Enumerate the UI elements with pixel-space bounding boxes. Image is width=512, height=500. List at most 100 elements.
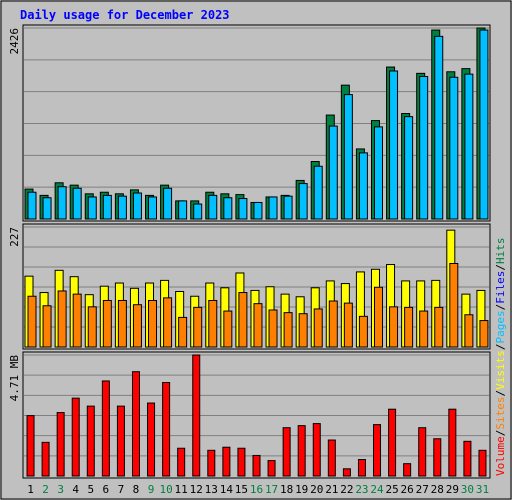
bar-files-4 xyxy=(72,187,82,220)
bar-files-5 xyxy=(87,196,97,220)
bar-files-25 xyxy=(389,70,399,220)
x-tick-label: 15 xyxy=(235,483,248,496)
bar-files-9 xyxy=(148,196,158,220)
bar-files-12 xyxy=(193,203,203,220)
bar-volume-2 xyxy=(41,441,50,477)
chart-title: Daily usage for December 2023 xyxy=(20,8,230,22)
legend-entry: Hits xyxy=(494,238,507,265)
bar-volume-5 xyxy=(86,405,95,477)
y-max-label: 4.71 MB xyxy=(8,355,21,402)
bar-visits-2 xyxy=(42,305,52,348)
bar-visits-18 xyxy=(283,312,293,348)
bar-files-17 xyxy=(268,196,278,220)
bar-visits-21 xyxy=(328,300,338,348)
bar-visits-5 xyxy=(87,306,97,348)
x-tick-label: 24 xyxy=(370,483,384,496)
bar-volume-18 xyxy=(282,427,291,477)
x-tick-label: 23 xyxy=(355,483,368,496)
bar-visits-14 xyxy=(223,310,233,348)
bar-visits-3 xyxy=(57,290,67,348)
x-tick-label: 2 xyxy=(42,483,49,496)
bar-files-10 xyxy=(163,187,173,220)
x-tick-label: 3 xyxy=(57,483,64,496)
bar-visits-23 xyxy=(358,315,368,348)
bar-files-24 xyxy=(373,126,383,220)
bar-files-8 xyxy=(132,192,142,220)
bar-visits-16 xyxy=(253,303,263,348)
bar-visits-31 xyxy=(479,320,489,348)
bar-files-23 xyxy=(358,152,368,220)
bar-files-18 xyxy=(283,195,293,220)
bar-volume-10 xyxy=(162,381,171,477)
bar-files-31 xyxy=(479,29,489,220)
x-tick-label: 31 xyxy=(476,483,489,496)
legend-entry: Files xyxy=(494,271,507,304)
y-max-label: 2426 xyxy=(8,28,21,55)
bar-volume-4 xyxy=(71,397,80,477)
bar-volume-23 xyxy=(357,459,366,477)
legend-entry: Visits xyxy=(494,350,507,390)
x-tick-label: 17 xyxy=(265,483,278,496)
bar-visits-29 xyxy=(449,262,459,348)
bar-files-27 xyxy=(419,75,429,220)
bar-visits-10 xyxy=(163,297,173,348)
legend-entry: Pages xyxy=(494,310,507,343)
series-visits xyxy=(27,262,489,348)
bar-volume-22 xyxy=(342,468,351,477)
bar-volume-20 xyxy=(312,423,321,477)
bar-volume-25 xyxy=(388,408,397,477)
bar-files-1 xyxy=(27,191,37,220)
bar-volume-7 xyxy=(116,405,125,477)
bar-files-3 xyxy=(57,186,67,220)
bar-volume-3 xyxy=(56,412,65,477)
bar-volume-14 xyxy=(222,446,231,477)
bar-files-16 xyxy=(253,201,263,220)
bar-files-22 xyxy=(343,94,353,220)
bar-visits-6 xyxy=(102,299,112,348)
bar-files-21 xyxy=(328,125,338,220)
x-tick-label: 29 xyxy=(446,483,459,496)
bar-files-29 xyxy=(449,76,459,220)
bar-volume-19 xyxy=(297,425,306,477)
x-tick-label: 8 xyxy=(133,483,140,496)
bar-volume-29 xyxy=(448,408,457,477)
bar-files-11 xyxy=(178,200,188,220)
bar-volume-6 xyxy=(101,380,110,477)
x-tick-label: 14 xyxy=(220,483,234,496)
bar-visits-28 xyxy=(434,306,444,348)
x-tick-label: 16 xyxy=(250,483,263,496)
bar-visits-20 xyxy=(313,308,323,348)
bar-files-2 xyxy=(42,197,52,220)
panel-hits-files: 2426 xyxy=(8,24,491,222)
bar-files-14 xyxy=(223,197,233,220)
x-tick-label: 19 xyxy=(295,483,308,496)
x-tick-label: 22 xyxy=(340,483,353,496)
bar-visits-12 xyxy=(193,306,203,348)
bar-volume-12 xyxy=(192,354,201,477)
bar-files-6 xyxy=(102,194,112,220)
x-tick-label: 13 xyxy=(205,483,218,496)
x-tick-label: 11 xyxy=(175,483,188,496)
bar-files-7 xyxy=(117,195,127,220)
x-tick-label: 21 xyxy=(325,483,338,496)
x-tick-label: 25 xyxy=(385,483,398,496)
bar-visits-15 xyxy=(238,292,248,348)
bar-volume-13 xyxy=(207,449,216,477)
bar-visits-13 xyxy=(208,299,218,348)
x-tick-label: 7 xyxy=(118,483,125,496)
bar-volume-1 xyxy=(26,415,35,477)
bar-files-19 xyxy=(298,183,308,220)
bar-volume-24 xyxy=(373,424,382,477)
bar-files-26 xyxy=(404,116,414,220)
x-tick-label: 4 xyxy=(72,483,79,496)
panel-pages-visits: 227 xyxy=(8,223,491,350)
bar-volume-11 xyxy=(177,447,186,477)
x-tick-label: 1 xyxy=(27,483,34,496)
bar-visits-11 xyxy=(178,316,188,348)
x-tick-label: 6 xyxy=(103,483,110,496)
bar-files-13 xyxy=(208,194,218,220)
bar-volume-27 xyxy=(418,427,427,477)
legend-entry: / xyxy=(494,264,507,271)
bar-volume-16 xyxy=(252,454,261,477)
